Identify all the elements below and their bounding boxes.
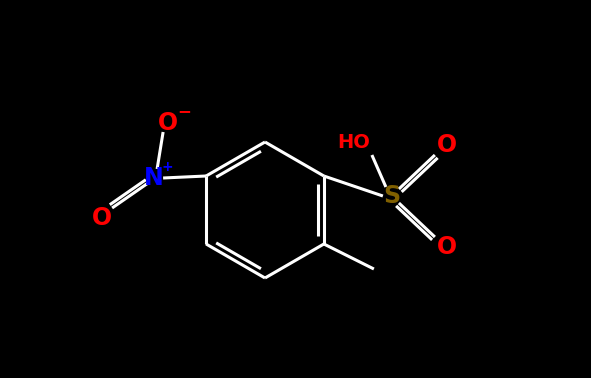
- Text: O: O: [437, 235, 457, 259]
- Text: −: −: [177, 102, 191, 120]
- Text: O: O: [158, 111, 178, 135]
- Text: S: S: [384, 184, 401, 208]
- Text: +: +: [161, 160, 173, 174]
- Text: HO: HO: [337, 133, 371, 152]
- Text: N: N: [144, 166, 164, 190]
- Text: O: O: [92, 206, 112, 230]
- Text: O: O: [437, 133, 457, 157]
